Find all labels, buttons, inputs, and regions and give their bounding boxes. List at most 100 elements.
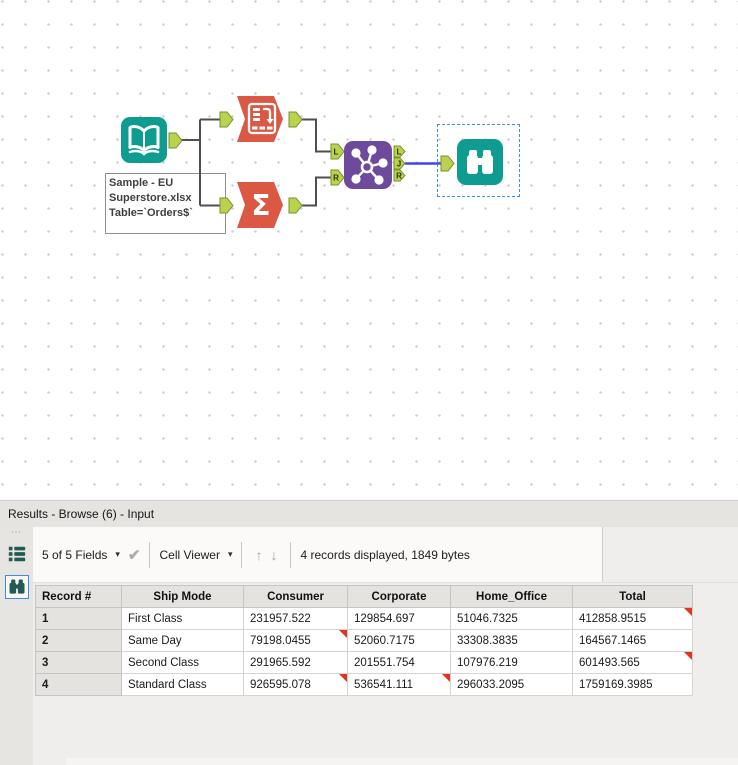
cell-ship-mode[interactable]: First Class xyxy=(121,607,244,630)
connection-summarize-to-join-R[interactable] xyxy=(302,176,331,207)
cell-home-office[interactable]: 107976.219 xyxy=(450,651,573,674)
input-data-tool[interactable] xyxy=(121,117,167,168)
cell-ship-mode[interactable]: Standard Class xyxy=(121,673,244,696)
input-data-output-anchor[interactable] xyxy=(168,132,183,149)
cell-corporate[interactable]: 536541.111 xyxy=(347,673,451,696)
join-output-join-anchor[interactable] xyxy=(393,157,406,170)
cell-record-number[interactable]: 1 xyxy=(35,607,122,630)
fields-dropdown-label: 5 of 5 Fields xyxy=(42,547,108,562)
connections-layer: L R L J R xyxy=(168,111,455,214)
tool-annotation[interactable]: Sample - EU Superstore.xlsx Table=`Order… xyxy=(109,176,193,221)
table-header-row: Record # Ship Mode Consumer Corporate Ho… xyxy=(35,585,693,608)
cell-viewer-label: Cell Viewer xyxy=(159,547,220,562)
cell-flag-icon xyxy=(339,630,347,638)
summarize-output-anchor[interactable] xyxy=(288,197,303,214)
join-molecule-icon xyxy=(344,141,392,189)
cross-tab-input-anchor[interactable] xyxy=(219,111,234,128)
results-title-text: Results - Browse (6) - Input xyxy=(8,507,155,521)
workflow-canvas[interactable]: L R L J R xyxy=(0,0,738,500)
toolbar-separator xyxy=(290,541,292,568)
cell-total[interactable]: 412858.9515 xyxy=(572,607,693,630)
cell-record-number[interactable]: 2 xyxy=(35,629,122,652)
table-row: 2 Same Day 79198.0455 52060.7175 33308.3… xyxy=(35,629,693,652)
scroll-track[interactable] xyxy=(66,758,738,765)
fields-dropdown[interactable]: 5 of 5 Fields ▾ xyxy=(42,548,120,562)
cell-home-office[interactable]: 33308.3835 xyxy=(450,629,573,652)
svg-text:Σ: Σ xyxy=(251,189,270,222)
table-row: 3 Second Class 291965.592 201551.754 107… xyxy=(35,651,693,674)
metadata-list-button[interactable] xyxy=(5,542,29,566)
toolbar-separator xyxy=(241,541,243,568)
cell-total[interactable]: 164567.1465 xyxy=(572,629,693,652)
results-view-strip: ⋯ xyxy=(0,527,33,765)
join-input-left-anchor[interactable] xyxy=(330,143,345,160)
join-input-right-anchor[interactable] xyxy=(330,169,345,186)
cell-ship-mode[interactable]: Same Day xyxy=(121,629,244,652)
apply-check-icon[interactable]: ✔ xyxy=(127,546,141,564)
cell-viewer-dropdown[interactable]: Cell Viewer ▾ xyxy=(159,548,232,562)
cell-total[interactable]: 1759169.3985 xyxy=(572,673,693,696)
results-table: Record # Ship Mode Consumer Corporate Ho… xyxy=(35,585,693,696)
chevron-down-icon: ▾ xyxy=(227,549,233,559)
join-output-right-label: R xyxy=(396,172,402,181)
cell-corporate[interactable]: 52060.7175 xyxy=(347,629,451,652)
cross-tab-tool[interactable] xyxy=(237,96,283,147)
column-header-corporate[interactable]: Corporate xyxy=(347,585,451,608)
annotation-line: Superstore.xlsx xyxy=(109,192,192,204)
cell-flag-icon xyxy=(339,674,347,682)
results-toolbar: 5 of 5 Fields ▾ ✔ Cell Viewer ▾ ↑ ↓ 4 re… xyxy=(33,527,603,582)
join-input-left-label: L xyxy=(334,148,339,157)
browse-selection-outline xyxy=(437,124,520,197)
cell-total[interactable]: 601493.565 xyxy=(572,651,693,674)
summarize-tool[interactable]: Σ xyxy=(237,182,283,233)
browse-data-view-button[interactable] xyxy=(4,575,29,599)
cell-consumer[interactable]: 79198.0455 xyxy=(243,629,348,652)
chevron-down-icon: ▾ xyxy=(115,549,120,559)
annotation-line: Sample - EU xyxy=(109,177,174,189)
cell-record-number[interactable]: 4 xyxy=(35,673,122,696)
cell-consumer[interactable]: 291965.592 xyxy=(243,651,348,674)
results-grid-area: Record # Ship Mode Consumer Corporate Ho… xyxy=(33,582,738,765)
sigma-icon: Σ xyxy=(237,182,283,228)
toolbar-separator xyxy=(149,541,151,568)
move-down-button[interactable]: ↓ xyxy=(270,546,278,563)
cross-tab-output-anchor[interactable] xyxy=(288,111,303,128)
cell-ship-mode[interactable]: Second Class xyxy=(121,651,244,674)
column-header-ship-mode[interactable]: Ship Mode xyxy=(121,585,244,608)
cell-flag-icon xyxy=(684,608,692,616)
cell-home-office[interactable]: 51046.7325 xyxy=(450,607,573,630)
results-pane: Results - Browse (6) - Input ⋯ xyxy=(0,500,738,765)
join-output-right-anchor[interactable] xyxy=(393,169,406,182)
binoculars-small-icon xyxy=(9,579,24,594)
records-status-text: 4 records displayed, 1849 bytes xyxy=(300,547,470,562)
table-row: 1 First Class 231957.522 129854.697 5104… xyxy=(35,607,693,630)
cell-corporate[interactable]: 201551.754 xyxy=(347,651,451,674)
results-pane-title: Results - Browse (6) - Input xyxy=(0,501,738,527)
join-output-join-label: J xyxy=(397,160,401,169)
cell-flag-icon xyxy=(684,652,692,660)
join-tool[interactable] xyxy=(344,141,392,194)
column-header-record-number[interactable]: Record # xyxy=(35,585,122,608)
column-header-total[interactable]: Total xyxy=(572,585,693,608)
cell-record-number[interactable]: 3 xyxy=(35,651,122,674)
browse-tool[interactable] xyxy=(457,139,503,190)
annotation-line: Table=`Orders$` xyxy=(109,207,193,219)
binoculars-icon xyxy=(457,139,503,185)
cell-consumer[interactable]: 231957.522 xyxy=(243,607,348,630)
join-output-left-label: L xyxy=(397,148,402,157)
connection-crosstab-to-join-L[interactable] xyxy=(302,118,331,153)
book-icon xyxy=(121,117,167,163)
table-row: 4 Standard Class 926595.078 536541.111 2… xyxy=(35,673,693,696)
cell-corporate[interactable]: 129854.697 xyxy=(347,607,451,630)
pane-handle-icon[interactable]: ⋯ xyxy=(11,527,22,538)
cell-flag-icon xyxy=(442,674,450,682)
column-header-consumer[interactable]: Consumer xyxy=(243,585,348,608)
join-output-left-anchor[interactable] xyxy=(393,145,406,158)
column-header-home-office[interactable]: Home_Office xyxy=(450,585,573,608)
cross-tab-icon xyxy=(237,96,283,142)
join-input-right-label: R xyxy=(333,174,339,183)
list-icon xyxy=(8,546,25,562)
move-up-button[interactable]: ↑ xyxy=(255,546,263,563)
cell-consumer[interactable]: 926595.078 xyxy=(243,673,348,696)
cell-home-office[interactable]: 296033.2095 xyxy=(450,673,573,696)
